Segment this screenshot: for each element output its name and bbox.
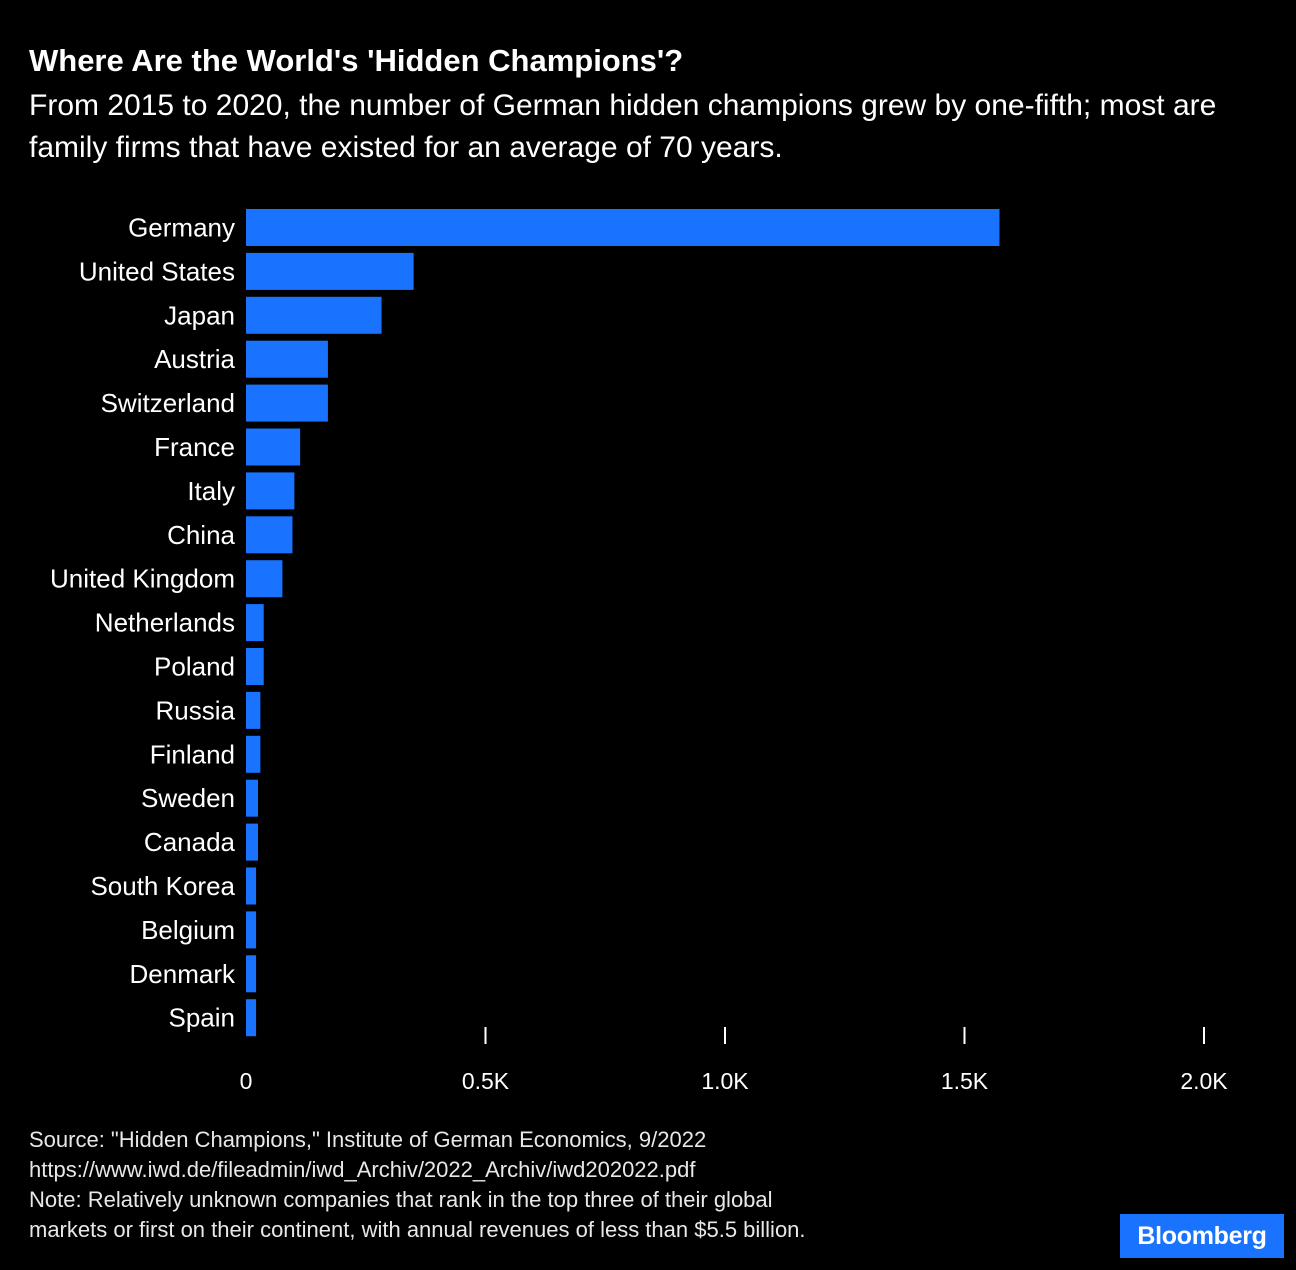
chart-footer: Source: "Hidden Champions," Institute of… [29, 1125, 1089, 1245]
bar-poland [246, 648, 264, 685]
bar-switzerland [246, 384, 328, 422]
category-label-united-kingdom: United Kingdom [50, 564, 235, 594]
bar-netherlands [246, 604, 264, 642]
bloomberg-logo: Bloomberg [1120, 1214, 1284, 1258]
note-text-line-1: Note: Relatively unknown companies that … [29, 1187, 773, 1212]
category-label-netherlands: Netherlands [95, 608, 235, 638]
bar-germany [246, 209, 1000, 246]
bar-italy [246, 472, 295, 510]
bar-sweden [246, 779, 258, 817]
x-axis-ticks [484, 1027, 1205, 1044]
x-tick-label: 1.0K [701, 1068, 749, 1094]
chart-subtitle: From 2015 to 2020, the number of German … [29, 89, 1217, 164]
category-label-finland: Finland [150, 739, 235, 769]
category-label-russia: Russia [156, 695, 236, 725]
category-label-germany: Germany [128, 213, 235, 243]
x-axis-tick-labels: 0 0.5K 1.0K 1.5K 2.0K [240, 1068, 1229, 1094]
category-label-belgium: Belgium [141, 915, 235, 945]
category-label-china: China [167, 520, 235, 550]
bar-united-kingdom [246, 560, 283, 598]
x-tick-label: 2.0K [1180, 1068, 1228, 1094]
bar-finland [246, 735, 261, 773]
category-label-south-korea: South Korea [90, 871, 235, 901]
category-label-sweden: Sweden [141, 783, 235, 813]
bars-group [246, 209, 1000, 1037]
bar-canada [246, 823, 258, 861]
chart-title: Where Are the World's 'Hidden Champions'… [29, 43, 684, 78]
category-labels: Germany United States Japan Austria Switzerl… [50, 213, 236, 1033]
source-url[interactable]: https://www.iwd.de/fileadmin/iwd_Archiv/… [29, 1157, 696, 1182]
bar-spain [246, 999, 257, 1037]
category-label-denmark: Denmark [130, 959, 236, 989]
bar-japan [246, 296, 382, 334]
bar-united-states [246, 252, 414, 290]
bar-china [246, 516, 293, 554]
category-label-france: France [154, 432, 235, 462]
category-label-japan: Japan [164, 300, 235, 330]
category-label-united-states: United States [79, 256, 235, 286]
bar-france [246, 428, 301, 466]
category-label-italy: Italy [187, 476, 235, 506]
x-tick-label: 0.5K [462, 1068, 510, 1094]
x-tick-label: 1.5K [941, 1068, 989, 1094]
note-text-line-2: markets or first on their continent, wit… [29, 1217, 806, 1242]
x-tick-label: 0 [240, 1068, 253, 1094]
source-text: Source: "Hidden Champions," Institute of… [29, 1127, 707, 1152]
bar-denmark [246, 955, 257, 993]
category-label-canada: Canada [144, 827, 236, 857]
bar-chart: Germany United States Japan Austria Switzerl… [50, 209, 1229, 1094]
category-label-spain: Spain [169, 1003, 236, 1033]
bar-belgium [246, 911, 257, 949]
bar-south-korea [246, 867, 257, 905]
category-label-switzerland: Switzerland [101, 388, 235, 418]
category-label-poland: Poland [154, 652, 235, 682]
bar-austria [246, 340, 328, 378]
category-label-austria: Austria [154, 344, 235, 374]
bar-russia [246, 691, 261, 729]
